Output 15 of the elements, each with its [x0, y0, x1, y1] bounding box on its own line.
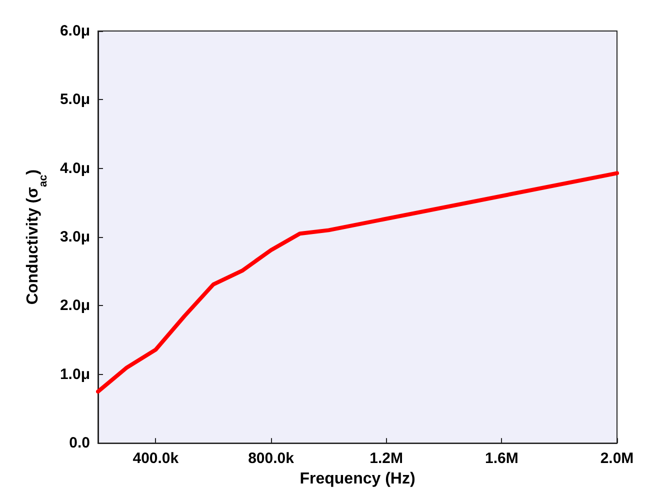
x-tick-label: 800.0k	[248, 450, 295, 468]
y-axis-title: Conductivity (σac)	[24, 169, 50, 305]
x-tick-label: 2.0M	[600, 450, 634, 468]
x-tick-label: 400.0k	[132, 450, 180, 468]
x-axis-title: Frequency (Hz)	[300, 470, 416, 488]
line-series	[96, 171, 619, 394]
y-tick-label: 0.0	[69, 434, 90, 452]
x-tick-label: 1.2M	[370, 450, 404, 468]
y-tick-label: 5.0μ	[60, 91, 90, 108]
y-tick-label: 1.0μ	[60, 366, 90, 383]
y-tick-label: 6.0μ	[60, 22, 90, 40]
y-tick-label: 3.0μ	[60, 228, 90, 246]
y-tick-label: 4.0μ	[60, 160, 90, 177]
y-tick-label: 2.0μ	[60, 297, 90, 314]
x-tick-label: 1.6M	[484, 450, 518, 468]
